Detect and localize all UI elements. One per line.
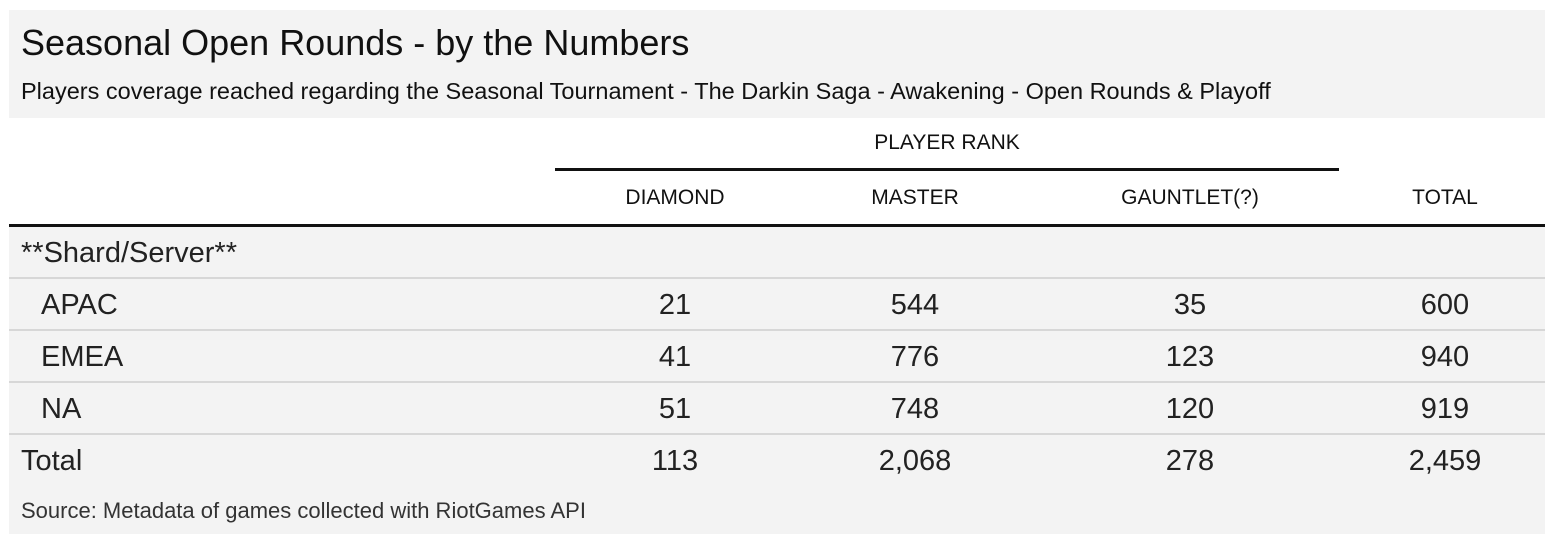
source-note: Source: Metadata of games collected with… [21, 498, 586, 523]
row-divider [9, 381, 1545, 383]
column-header-diamond: DIAMOND [625, 186, 725, 209]
table-title: Seasonal Open Rounds - by the Numbers [21, 22, 690, 63]
row-divider [9, 277, 1545, 279]
row-label-apac: APAC [41, 289, 118, 321]
cell-apac-diamond: 21 [658, 289, 692, 321]
cell-apac-total: 600 [1420, 289, 1470, 321]
column-header-master: MASTER [871, 186, 959, 209]
column-header-gauntlet: GAUNTLET(?) [1121, 186, 1259, 209]
cell-apac-master: 544 [890, 289, 940, 321]
cell-total-total: 2,459 [1408, 445, 1482, 477]
column-header-total: TOTAL [1412, 186, 1478, 209]
group-label: **Shard/Server** [21, 237, 237, 269]
cell-na-master: 748 [890, 393, 940, 425]
cell-emea-total: 940 [1420, 341, 1470, 373]
cell-na-total: 919 [1420, 393, 1470, 425]
table-row: APAC 21 544 35 600 [9, 279, 1545, 331]
source-band [9, 487, 1545, 534]
cell-total-master: 2,068 [878, 445, 952, 477]
column-spanner-rule [555, 168, 1339, 171]
group-row: **Shard/Server** [9, 227, 1545, 279]
cell-emea-diamond: 41 [658, 341, 692, 373]
cell-emea-gauntlet: 123 [1165, 341, 1215, 373]
row-label-emea: EMEA [41, 341, 124, 373]
row-label-na: NA [41, 393, 82, 425]
table-figure: Seasonal Open Rounds - by the Numbers Pl… [9, 10, 1545, 534]
cell-total-diamond: 113 [651, 445, 699, 477]
total-row: Total 113 2,068 278 2,459 [9, 435, 1545, 487]
cell-na-gauntlet: 120 [1165, 393, 1215, 425]
total-row-label: Total [21, 445, 83, 477]
table-header-band: Seasonal Open Rounds - by the Numbers Pl… [9, 10, 1545, 118]
cell-na-diamond: 51 [658, 393, 692, 425]
table-subtitle: Players coverage reached regarding the S… [21, 78, 1271, 104]
cell-emea-master: 776 [890, 341, 940, 373]
cell-apac-gauntlet: 35 [1173, 289, 1207, 321]
cell-total-gauntlet: 278 [1165, 445, 1215, 477]
table-row: EMEA 41 776 123 940 [9, 331, 1545, 383]
table-row: NA 51 748 120 919 [9, 383, 1545, 435]
row-divider [9, 433, 1545, 435]
row-divider [9, 329, 1545, 331]
column-spanner-label: PLAYER RANK [874, 131, 1020, 154]
header-rule [9, 224, 1545, 227]
